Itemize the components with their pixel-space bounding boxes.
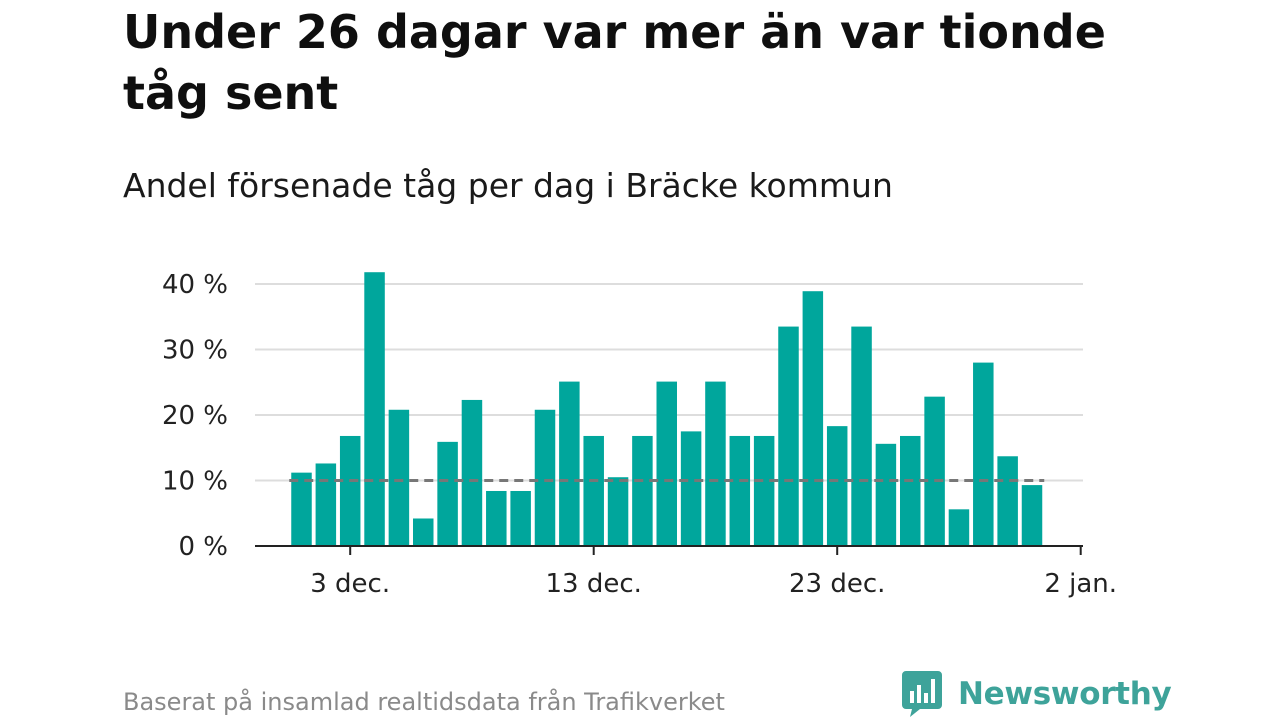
bar <box>559 381 580 546</box>
bar <box>364 272 385 546</box>
bar <box>291 472 312 546</box>
bar <box>851 326 872 546</box>
bar <box>973 362 994 546</box>
chart-subtitle: Andel försenade tåg per dag i Bräcke kom… <box>123 166 893 205</box>
bar <box>875 443 897 546</box>
bar <box>680 431 702 546</box>
x-tick-label: 13 dec. <box>545 569 641 599</box>
bar <box>753 435 775 546</box>
chart-title: Under 26 dagar var mer än var tionde tåg… <box>123 5 1106 120</box>
bar <box>607 477 629 546</box>
source-note: Baserat på insamlad realtidsdata från Tr… <box>123 688 725 716</box>
bar <box>656 381 677 546</box>
bar <box>510 490 531 546</box>
bar <box>924 396 945 546</box>
bars <box>291 272 1043 546</box>
x-tick-label: 2 jan. <box>1044 569 1117 599</box>
bar <box>948 509 970 546</box>
bar <box>1021 485 1043 546</box>
bar <box>339 435 361 546</box>
bar <box>632 435 653 546</box>
x-axis: 3 dec. 13 dec. 23 dec. 2 jan. <box>255 545 1117 599</box>
brand-name: Newsworthy <box>958 676 1172 712</box>
bar <box>826 426 848 546</box>
bar <box>705 381 726 546</box>
bar <box>315 463 337 546</box>
y-tick-label: 10 % <box>162 467 228 497</box>
bar <box>900 435 921 546</box>
bar-chart-speech-bubble-icon <box>902 671 942 717</box>
y-tick-label: 0 % <box>178 532 228 562</box>
x-tick-label: 3 dec. <box>310 569 390 599</box>
bar <box>729 435 751 546</box>
bar <box>461 399 483 546</box>
y-tick-label: 40 % <box>162 270 228 300</box>
bar <box>778 326 799 546</box>
bar <box>802 291 824 546</box>
bar <box>583 435 604 546</box>
bar <box>997 456 1018 546</box>
bar <box>486 490 507 546</box>
y-axis-ticks: 0 % 10 % 20 % 30 % 40 % <box>162 270 228 562</box>
bar <box>437 441 458 546</box>
y-tick-label: 20 % <box>162 401 228 431</box>
x-tick-label: 23 dec. <box>789 569 885 599</box>
bar <box>413 518 434 546</box>
brand-logo-lockup[interactable]: Newsworthy <box>902 670 1172 718</box>
bar <box>388 409 410 546</box>
y-tick-label: 30 % <box>162 336 228 366</box>
bar <box>534 409 556 546</box>
